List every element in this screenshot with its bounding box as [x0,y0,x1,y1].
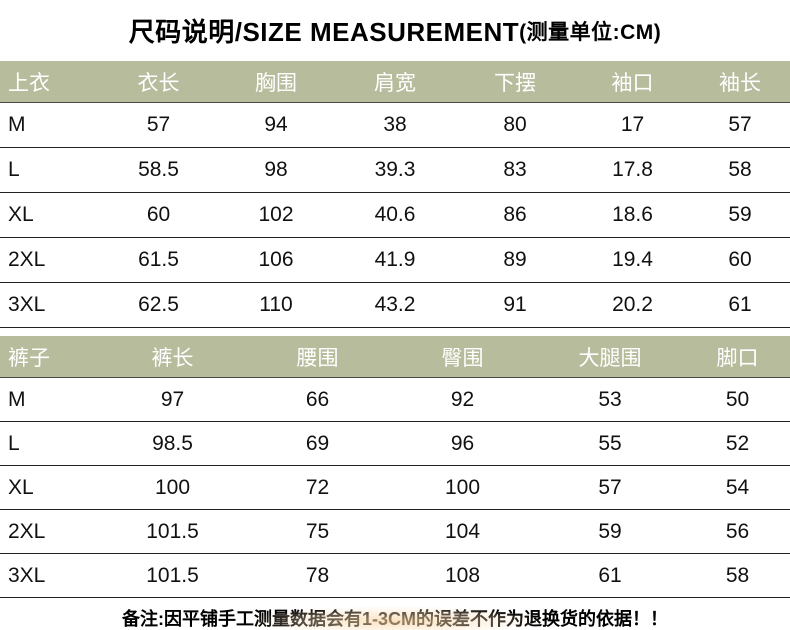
measurement-cell: 100 [390,465,535,510]
table-row: 2XL 61.5 106 41.9 89 19.4 60 [0,237,790,283]
column-header: 袖口 [575,61,690,103]
measurement-cell: 61 [690,282,790,328]
measurement-cell: 58 [690,147,790,193]
measurement-cell: 92 [390,377,535,422]
measurement-cell: 52 [685,421,790,466]
measurement-cell: 58 [685,553,790,598]
size-label-cell: 3XL [0,282,100,328]
page-title-main: 尺码说明/SIZE MEASUREMENT [128,17,520,47]
measurement-cell: 108 [390,553,535,598]
measurement-cell: 17 [575,102,690,148]
measurement-cell: 86 [455,192,575,238]
measurement-cell: 61 [535,553,685,598]
measurement-cell: 94 [217,102,335,148]
measurement-cell: 72 [245,465,390,510]
size-label-cell: L [0,421,100,466]
column-header: 裤子 [0,336,100,378]
measurement-cell: 61.5 [100,237,217,283]
pants-size-table: 裤子 裤长 腰围 臀围 大腿围 脚口 M 97 66 92 53 50 L 98.5 69 96 55 52 XL 1… [0,336,790,598]
column-header: 胸围 [217,61,335,103]
measurement-cell: 104 [390,509,535,554]
table-row: 3XL 62.5 110 43.2 91 20.2 61 [0,282,790,328]
table-row: 3XL 101.5 78 108 61 58 [0,553,790,598]
table-row: XL 100 72 100 57 54 [0,465,790,510]
column-header: 腰围 [245,336,390,378]
measurement-cell: 57 [535,465,685,510]
measurement-cell: 110 [217,282,335,328]
measurement-cell: 106 [217,237,335,283]
size-label-cell: XL [0,192,100,238]
measurement-cell: 17.8 [575,147,690,193]
size-label-cell: L [0,147,100,193]
measurement-cell: 100 [100,465,245,510]
measurement-cell: 101.5 [100,553,245,598]
column-header: 裤长 [100,336,245,378]
measurement-cell: 59 [535,509,685,554]
measurement-cell: 50 [685,377,790,422]
measurement-cell: 97 [100,377,245,422]
measurement-cell: 54 [685,465,790,510]
measurement-cell: 89 [455,237,575,283]
page-title: 尺码说明/SIZE MEASUREMENT (测量单位:CM) [0,0,790,61]
measurement-cell: 98 [217,147,335,193]
size-label-cell: M [0,377,100,422]
table-row: 2XL 101.5 75 104 59 56 [0,509,790,554]
size-label-cell: M [0,102,100,148]
measurement-cell: 60 [100,192,217,238]
column-header: 下摆 [455,61,575,103]
measurement-cell: 69 [245,421,390,466]
measurement-cell: 59 [690,192,790,238]
measurement-cell: 55 [535,421,685,466]
measurement-cell: 101.5 [100,509,245,554]
column-header: 脚口 [685,336,790,378]
measurement-cell: 20.2 [575,282,690,328]
table-row: XL 60 102 40.6 86 18.6 59 [0,192,790,238]
header-row: 裤子 裤长 腰围 臀围 大腿围 脚口 [0,336,790,378]
size-label-cell: 2XL [0,237,100,283]
measurement-cell: 58.5 [100,147,217,193]
table-row: L 58.5 98 39.3 83 17.8 58 [0,147,790,193]
column-header: 大腿围 [535,336,685,378]
measurement-cell: 39.3 [335,147,455,193]
measurement-cell: 66 [245,377,390,422]
measurement-cell: 43.2 [335,282,455,328]
measurement-cell: 83 [455,147,575,193]
measurement-cell: 40.6 [335,192,455,238]
size-label-cell: 2XL [0,509,100,554]
measurement-cell: 102 [217,192,335,238]
column-header: 上衣 [0,61,100,103]
table-row: M 97 66 92 53 50 [0,377,790,422]
header-row: 上衣 衣长 胸围 肩宽 下摆 袖口 袖长 [0,61,790,103]
size-label-cell: 3XL [0,553,100,598]
measurement-cell: 41.9 [335,237,455,283]
measurement-cell: 80 [455,102,575,148]
measurement-cell: 91 [455,282,575,328]
tops-size-table: 上衣 衣长 胸围 肩宽 下摆 袖口 袖长 M 57 94 38 80 17 57 L 58.5 98 39.3 83… [0,61,790,328]
size-label-cell: XL [0,465,100,510]
measurement-cell: 60 [690,237,790,283]
measurement-cell: 98.5 [100,421,245,466]
column-header: 袖长 [690,61,790,103]
bottom-glow-decoration [250,606,540,630]
column-header: 肩宽 [335,61,455,103]
measurement-cell: 78 [245,553,390,598]
column-header: 衣长 [100,61,217,103]
table-row: M 57 94 38 80 17 57 [0,102,790,148]
measurement-cell: 96 [390,421,535,466]
measurement-cell: 56 [685,509,790,554]
measurement-cell: 38 [335,102,455,148]
measurement-cell: 19.4 [575,237,690,283]
column-header: 臀围 [390,336,535,378]
measurement-cell: 57 [690,102,790,148]
page-title-unit: (测量单位:CM) [519,20,662,44]
measurement-cell: 57 [100,102,217,148]
measurement-cell: 53 [535,377,685,422]
measurement-cell: 62.5 [100,282,217,328]
measurement-cell: 75 [245,509,390,554]
measurement-cell: 18.6 [575,192,690,238]
table-row: L 98.5 69 96 55 52 [0,421,790,466]
